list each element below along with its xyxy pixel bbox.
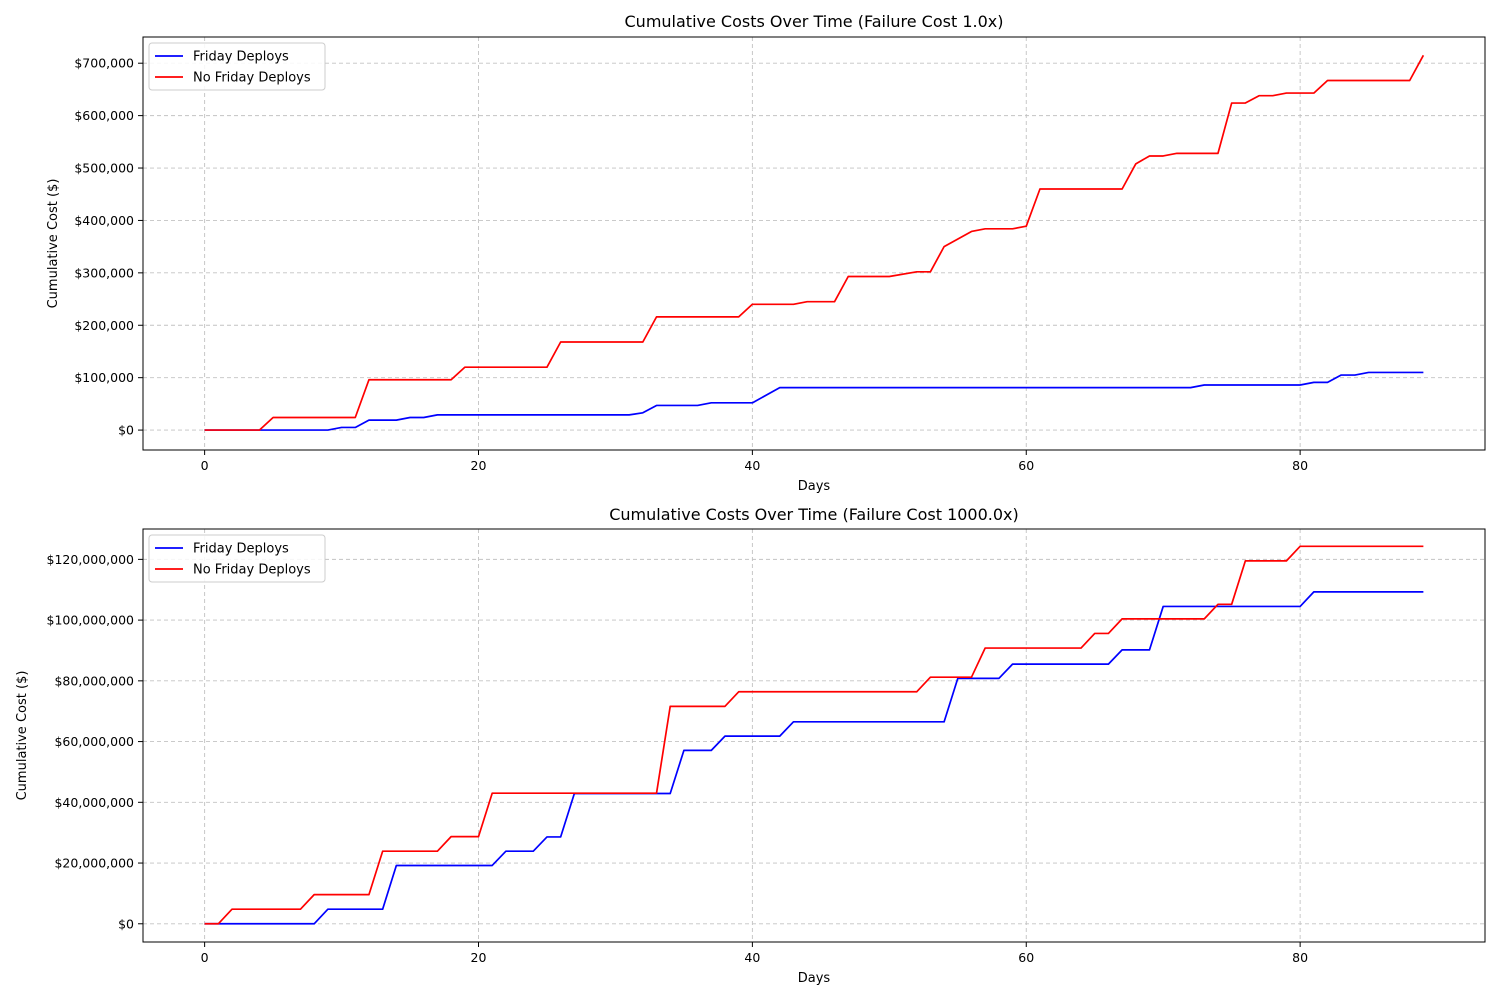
x-tick-label: 0 [201, 458, 209, 473]
y-tick-label: $80,000,000 [54, 673, 134, 688]
x-tick-label: 20 [471, 950, 487, 965]
y-tick-label: $100,000,000 [47, 613, 135, 628]
series-line-no-friday-deploys [204, 54, 1425, 431]
legend: Friday Deploys No Friday Deploys [148, 42, 326, 91]
y-tick-label: $40,000,000 [54, 795, 134, 810]
legend-label: Friday Deploys [193, 542, 289, 557]
x-axis-label: Days [798, 971, 831, 986]
legend-box [148, 42, 326, 91]
x-tick-label: 0 [201, 950, 209, 965]
y-axis-label: Cumulative Cost ($) [46, 179, 61, 309]
y-axis-label: Cumulative Cost ($) [15, 671, 30, 801]
y-tick-label: $20,000,000 [54, 856, 134, 871]
x-tick-label: 60 [1018, 950, 1034, 965]
legend-label: No Friday Deploys [193, 563, 311, 578]
y-tick-label: $0 [118, 423, 134, 438]
y-tick-label: $100,000 [74, 370, 134, 385]
y-tick-label: $600,000 [74, 108, 134, 123]
y-tick-label: $500,000 [74, 161, 134, 176]
legend: Friday Deploys No Friday Deploys [148, 534, 326, 583]
y-tick-label: $120,000,000 [47, 552, 135, 567]
legend-label: No Friday Deploys [193, 71, 311, 86]
y-tick-label: $700,000 [74, 56, 134, 71]
chart-title: Cumulative Costs Over Time (Failure Cost… [609, 505, 1019, 524]
x-axis-label: Days [798, 479, 831, 494]
legend-label: Friday Deploys [193, 50, 289, 65]
series-line-friday-deploys [204, 591, 1424, 925]
series-line-no-friday-deploys [204, 545, 1424, 925]
x-tick-label: 40 [744, 950, 760, 965]
x-tick-label: 80 [1292, 458, 1308, 473]
plot-frame [142, 36, 1486, 451]
chart-failure-cost-1000x: 0 20 40 60 80 $0 $20,000,000 $40,000,000 $60,000… [15, 505, 1486, 986]
x-tick-label: 40 [744, 458, 760, 473]
y-tick-label: $60,000,000 [54, 734, 134, 749]
y-tick-label: $200,000 [74, 318, 134, 333]
y-tick-label: $0 [118, 916, 134, 931]
plot-frame [142, 528, 1486, 943]
x-tick-label: 80 [1292, 950, 1308, 965]
y-tick-label: $300,000 [74, 265, 134, 280]
x-tick-label: 20 [471, 458, 487, 473]
x-tick-label: 60 [1018, 458, 1034, 473]
series-line-friday-deploys [204, 371, 1424, 431]
y-tick-label: $400,000 [74, 213, 134, 228]
legend-box [148, 534, 326, 583]
chart-title: Cumulative Costs Over Time (Failure Cost… [625, 12, 1004, 31]
chart-failure-cost-1x: 0 20 40 60 80 $0 $100,000 $200,000 $300,000 $400,… [46, 12, 1486, 494]
